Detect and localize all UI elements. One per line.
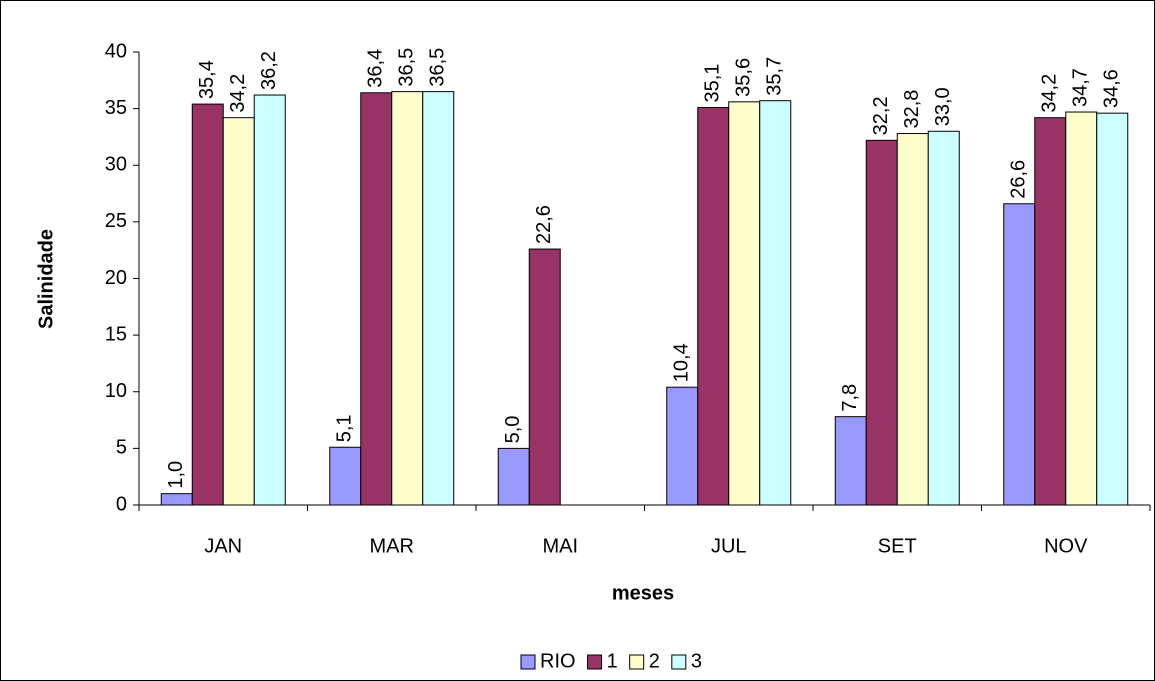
- bar: [528, 248, 561, 506]
- bar: [697, 106, 730, 506]
- x-tick-label: SET: [878, 535, 917, 557]
- value-label: 5,0: [502, 416, 524, 444]
- y-tick-label: 10: [105, 380, 127, 402]
- legend-label: 3: [691, 650, 702, 672]
- y-tick-label: 15: [105, 323, 127, 345]
- y-tick-label: 25: [105, 210, 127, 232]
- value-label: 35,6: [733, 58, 755, 97]
- value-label: 36,5: [427, 48, 449, 87]
- x-tick-label: JUL: [711, 535, 747, 557]
- value-label: 36,4: [365, 49, 387, 88]
- y-tick-label: 30: [105, 154, 127, 176]
- bar: [666, 386, 699, 506]
- y-tick-label: 0: [116, 493, 127, 515]
- value-label: 34,7: [1070, 68, 1092, 107]
- value-label: 36,2: [258, 51, 280, 90]
- bar: [422, 91, 455, 506]
- value-label: 34,2: [227, 74, 249, 113]
- bar: [927, 130, 960, 506]
- legend-swatch: [587, 654, 603, 670]
- value-label: 22,6: [533, 205, 555, 244]
- bar: [222, 117, 255, 506]
- bar: [728, 101, 761, 506]
- x-axis-label: meses: [612, 582, 674, 604]
- value-label: 32,2: [870, 96, 892, 135]
- value-label: 10,4: [671, 343, 693, 382]
- bar: [253, 94, 286, 506]
- legend-swatch: [671, 654, 687, 670]
- bar: [834, 416, 867, 506]
- x-tick-label: MAI: [542, 535, 578, 557]
- value-label: 26,6: [1008, 160, 1030, 199]
- value-label: 36,5: [396, 48, 418, 87]
- bar: [1003, 203, 1036, 506]
- value-label: 7,8: [839, 384, 861, 412]
- bar: [1065, 111, 1098, 506]
- value-label: 5,1: [334, 414, 356, 442]
- bar: [329, 446, 362, 506]
- x-tick-label: MAR: [370, 535, 414, 557]
- bar: [896, 133, 929, 506]
- x-tick-label: NOV: [1044, 535, 1088, 557]
- legend-swatch: [520, 654, 536, 670]
- y-tick-label: 40: [105, 40, 127, 62]
- legend-swatch: [629, 654, 645, 670]
- legend-label: 2: [649, 650, 660, 672]
- legend-label: RIO: [540, 650, 576, 672]
- value-label: 33,0: [932, 87, 954, 126]
- bar: [391, 91, 424, 506]
- bar: [1096, 112, 1129, 506]
- y-tick-label: 5: [116, 437, 127, 459]
- x-tick-label: JAN: [204, 535, 242, 557]
- bar: [1034, 117, 1067, 506]
- legend-label: 1: [607, 650, 618, 672]
- y-tick-label: 20: [105, 267, 127, 289]
- value-label: 34,2: [1039, 74, 1061, 113]
- value-label: 35,1: [702, 64, 724, 103]
- bar: [759, 100, 792, 506]
- bar: [865, 139, 898, 506]
- value-label: 35,4: [196, 60, 218, 99]
- bar: [160, 493, 193, 506]
- value-label: 35,7: [764, 57, 786, 96]
- value-label: 1,0: [165, 461, 187, 489]
- bar: [360, 92, 393, 506]
- y-tick-label: 35: [105, 97, 127, 119]
- value-label: 34,6: [1101, 69, 1123, 108]
- bar: [497, 447, 530, 506]
- value-label: 32,8: [901, 90, 923, 129]
- bar: [191, 103, 224, 506]
- y-axis-label: Salinidade: [35, 229, 57, 329]
